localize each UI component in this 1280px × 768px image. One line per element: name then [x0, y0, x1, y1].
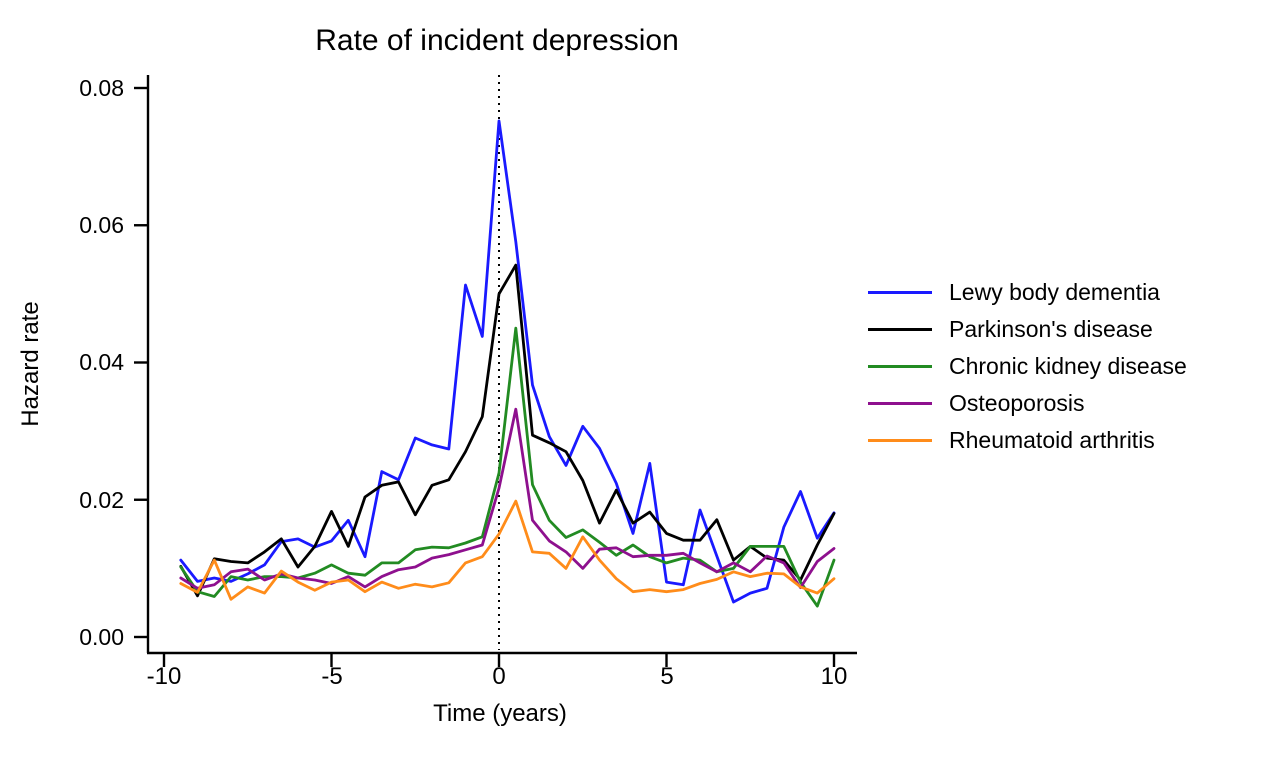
legend-item: Lewy body dementia [868, 278, 1187, 305]
legend-line-swatch [868, 290, 932, 294]
legend: Lewy body dementia Parkinson's disease C… [868, 278, 1187, 465]
x-tick-label-5: 5 [660, 663, 674, 690]
x-axis-label: Time (years) [433, 700, 567, 727]
chart-title: Rate of incident depression [315, 24, 679, 57]
x-tick-label--10: -10 [146, 663, 182, 690]
legend-label: Rheumatoid arthritis [949, 426, 1155, 453]
x-tick-label-10: 10 [820, 663, 848, 690]
legend-label: Osteoporosis [949, 389, 1085, 416]
legend-line-swatch [868, 364, 932, 368]
x-tick-label--5: -5 [321, 663, 343, 690]
legend-line-swatch [868, 401, 932, 405]
legend-label: Lewy body dementia [949, 278, 1160, 305]
legend-item: Chronic kidney disease [868, 352, 1187, 379]
series-line-rheumatoid-arthritis [179, 499, 836, 601]
x-tick-label-0: 0 [492, 663, 506, 690]
legend-line-swatch [868, 327, 932, 331]
legend-item: Rheumatoid arthritis [868, 426, 1187, 453]
y-tick-label-0.06: 0.06 [79, 212, 124, 238]
series-line-osteoporosis [179, 407, 836, 590]
series-line-lewy-body-dementia [179, 119, 836, 604]
y-tick-label-0.00: 0.00 [79, 624, 124, 650]
series-line-parkinson-s-disease [179, 263, 836, 598]
y-tick-label-0.02: 0.02 [79, 487, 124, 513]
legend-item: Osteoporosis [868, 389, 1187, 416]
y-axis-label: Hazard rate [17, 301, 44, 427]
legend-line-swatch [868, 438, 932, 442]
y-tick-label-0.04: 0.04 [79, 349, 124, 375]
legend-item: Parkinson's disease [868, 315, 1187, 342]
y-tick-label-0.08: 0.08 [79, 75, 124, 101]
legend-label: Parkinson's disease [949, 315, 1153, 342]
legend-label: Chronic kidney disease [949, 352, 1187, 379]
